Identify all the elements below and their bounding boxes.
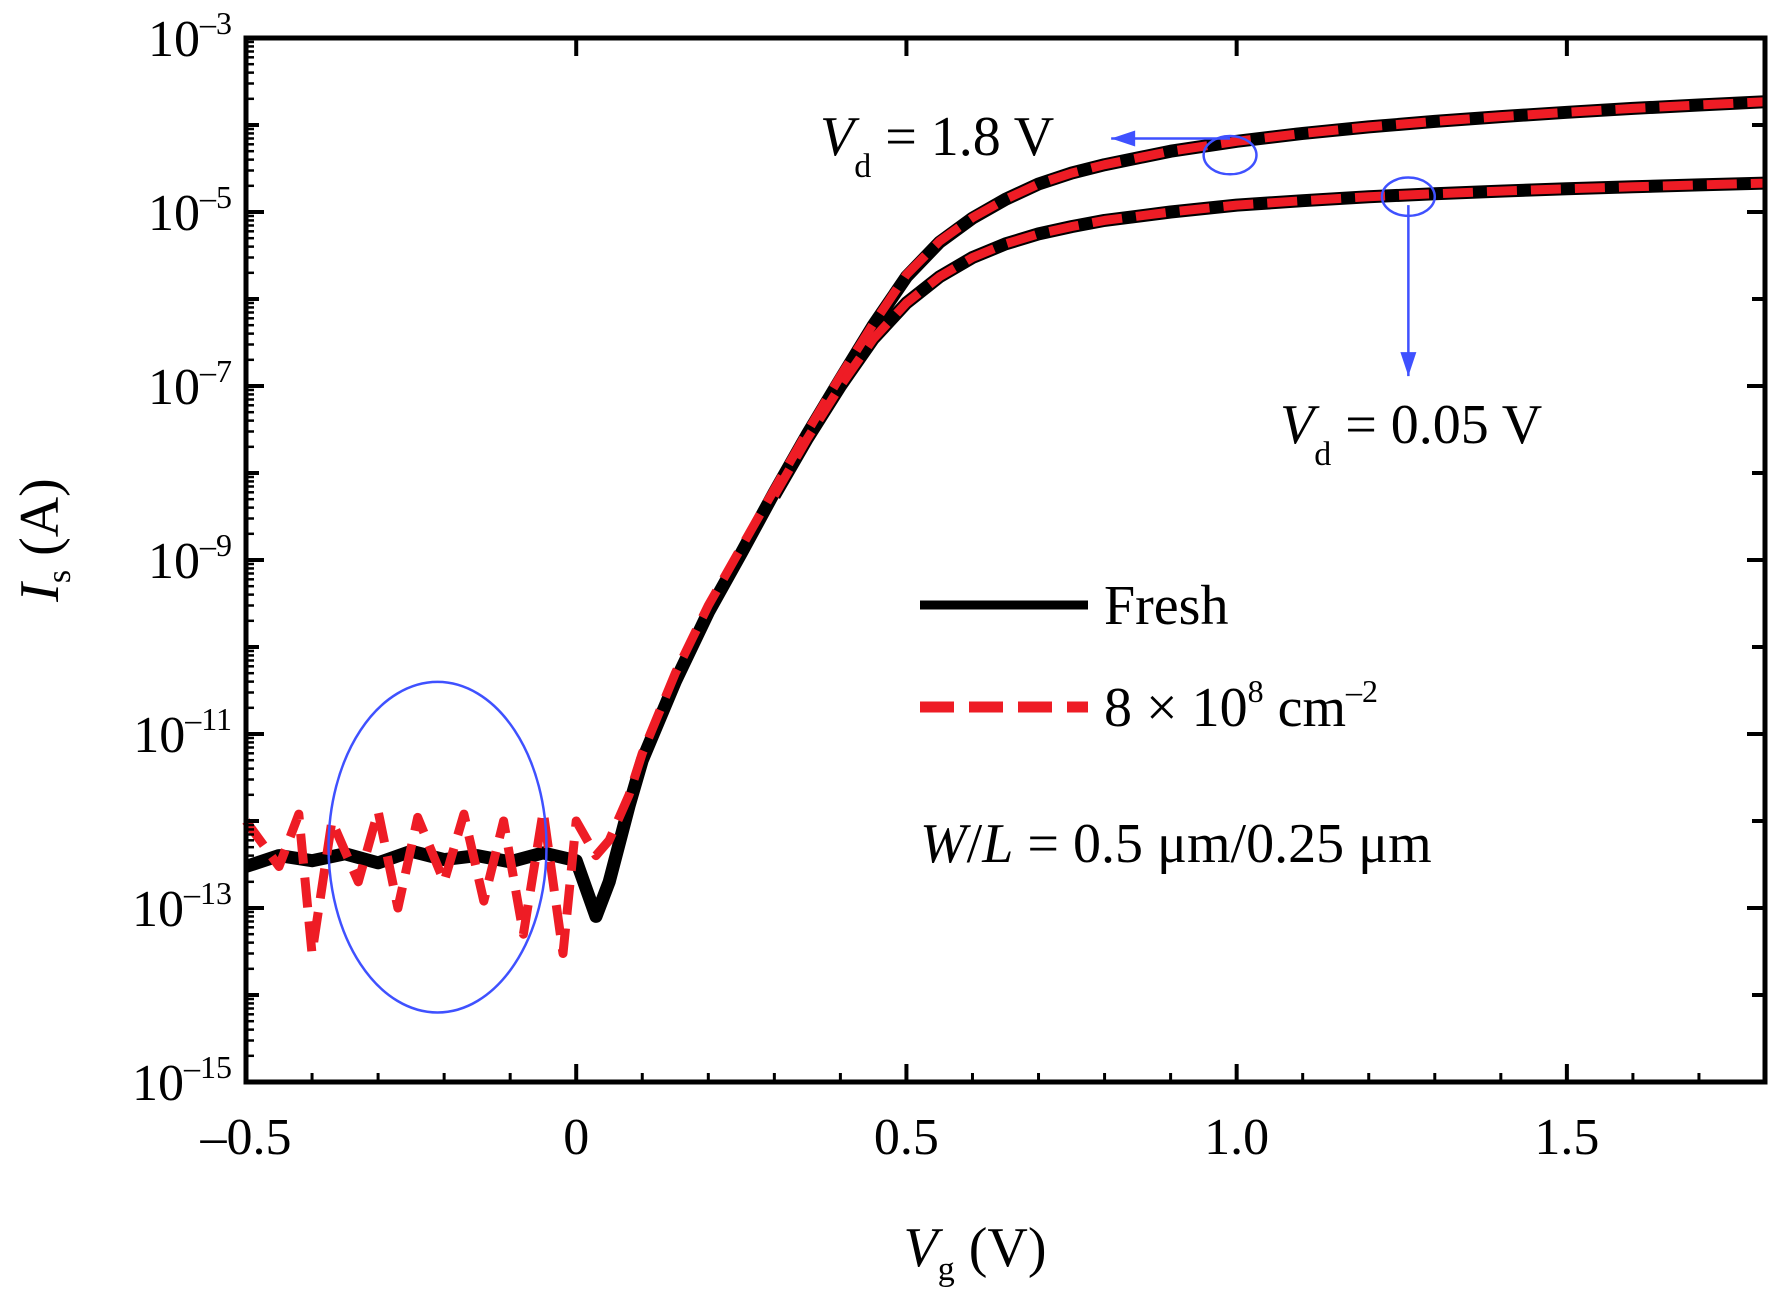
series-line-irradiated-vd-high [242, 97, 1766, 958]
y-tick-label-exponent: –11 [184, 701, 232, 737]
y-tick-label-exponent: –3 [199, 5, 232, 41]
legend-label-irradiated-sup2: –2 [1345, 673, 1378, 709]
x-tick-label: 1.5 [1534, 1109, 1599, 1166]
annotation-vd-low-sub: d [1314, 436, 1331, 473]
x-axis-title-main: V [904, 1217, 944, 1279]
series-layer [242, 95, 1766, 958]
y-tick-label-exponent: –13 [183, 875, 232, 911]
vd-high-arrow-head [1111, 130, 1136, 147]
y-tick-label-exponent: –9 [199, 527, 232, 563]
annotation-wl-slash: / [967, 813, 983, 875]
y-tick-label-base: 10 [148, 533, 200, 590]
x-axis-title-unit: (V) [955, 1217, 1047, 1279]
x-tick-label: 0 [563, 1109, 589, 1166]
annotation-vd-low: Vd = 0.05 V [1280, 394, 1542, 473]
annotation-wl-w: W [920, 813, 971, 875]
y-axis-title-main: I [9, 581, 71, 603]
x-tick-label: –0.5 [200, 1109, 292, 1166]
y-tick-label: 10–3 [148, 5, 232, 68]
noise-ellipse [327, 680, 548, 1014]
legend-label-irradiated-sup1: 8 [1248, 673, 1264, 709]
y-axis-title-unit: (A) [9, 478, 71, 570]
y-tick-label-base: 10 [148, 11, 200, 68]
annotation-vd-high-sub: d [854, 148, 871, 185]
annotation-vd-high: Vd = 1.8 V [820, 106, 1054, 185]
x-axis-title-sub: g [938, 1251, 955, 1288]
annotation-wl-rest: = 0.5 μm/0.25 μm [1013, 813, 1431, 875]
y-tick-label-base: 10 [132, 881, 184, 938]
y-tick-label-exponent: –15 [183, 1049, 232, 1085]
x-axis-title: Vg (V) [904, 1217, 1047, 1288]
y-tick-label-exponent: –7 [199, 353, 232, 389]
y-tick-label: 10–5 [148, 179, 232, 242]
y-tick-label-base: 10 [133, 707, 185, 764]
legend-label-irradiated-mid: cm [1264, 677, 1346, 739]
annotation-wl-l: L [981, 813, 1013, 875]
annotation-markers [327, 130, 1437, 1014]
axis-ticks: –0.5 0 0.5 1.0 1.510–310–510–710–910–1110–13… [132, 5, 1767, 1166]
annotation-wl: W/L = 0.5 μm/0.25 μm [920, 813, 1432, 875]
legend-label-irradiated-main: 8 × 10 [1104, 677, 1248, 739]
series-line-irradiated-vd-low [770, 178, 1766, 498]
y-tick-label: 10–13 [132, 875, 232, 938]
annotation-vd-high-rest: = 1.8 V [871, 106, 1054, 168]
y-axis-title: Is (A) [9, 478, 78, 603]
annotation-vd-low-main: V [1280, 394, 1320, 456]
annotation-vd-low-rest: = 0.05 V [1331, 394, 1542, 456]
legend-label-irradiated: 8 × 108 cm–2 [1104, 673, 1378, 739]
y-tick-label-base: 10 [132, 1055, 184, 1112]
vd-high-ellipse [1202, 134, 1258, 176]
y-tick-label-base: 10 [148, 359, 200, 416]
series-line-fresh-vd-high [243, 95, 1766, 923]
y-tick-label: 10–11 [133, 701, 232, 764]
x-tick-label: 0.5 [874, 1109, 939, 1166]
annotation-vd-high-main: V [820, 106, 860, 168]
vd-low-arrow-head [1400, 352, 1417, 377]
y-tick-label-base: 10 [148, 185, 200, 242]
series-line-fresh-vd-low [768, 176, 1766, 499]
y-tick-label: 10–15 [132, 1049, 232, 1112]
y-axis-title-sub: s [41, 570, 78, 583]
legend-label-fresh: Fresh [1104, 575, 1228, 637]
y-tick-label-exponent: –5 [199, 179, 232, 215]
y-tick-label: 10–9 [148, 527, 232, 590]
x-tick-label: 1.0 [1204, 1109, 1269, 1166]
y-tick-label: 10–7 [148, 353, 232, 416]
legend: Fresh 8 × 108 cm–2 [920, 575, 1378, 739]
